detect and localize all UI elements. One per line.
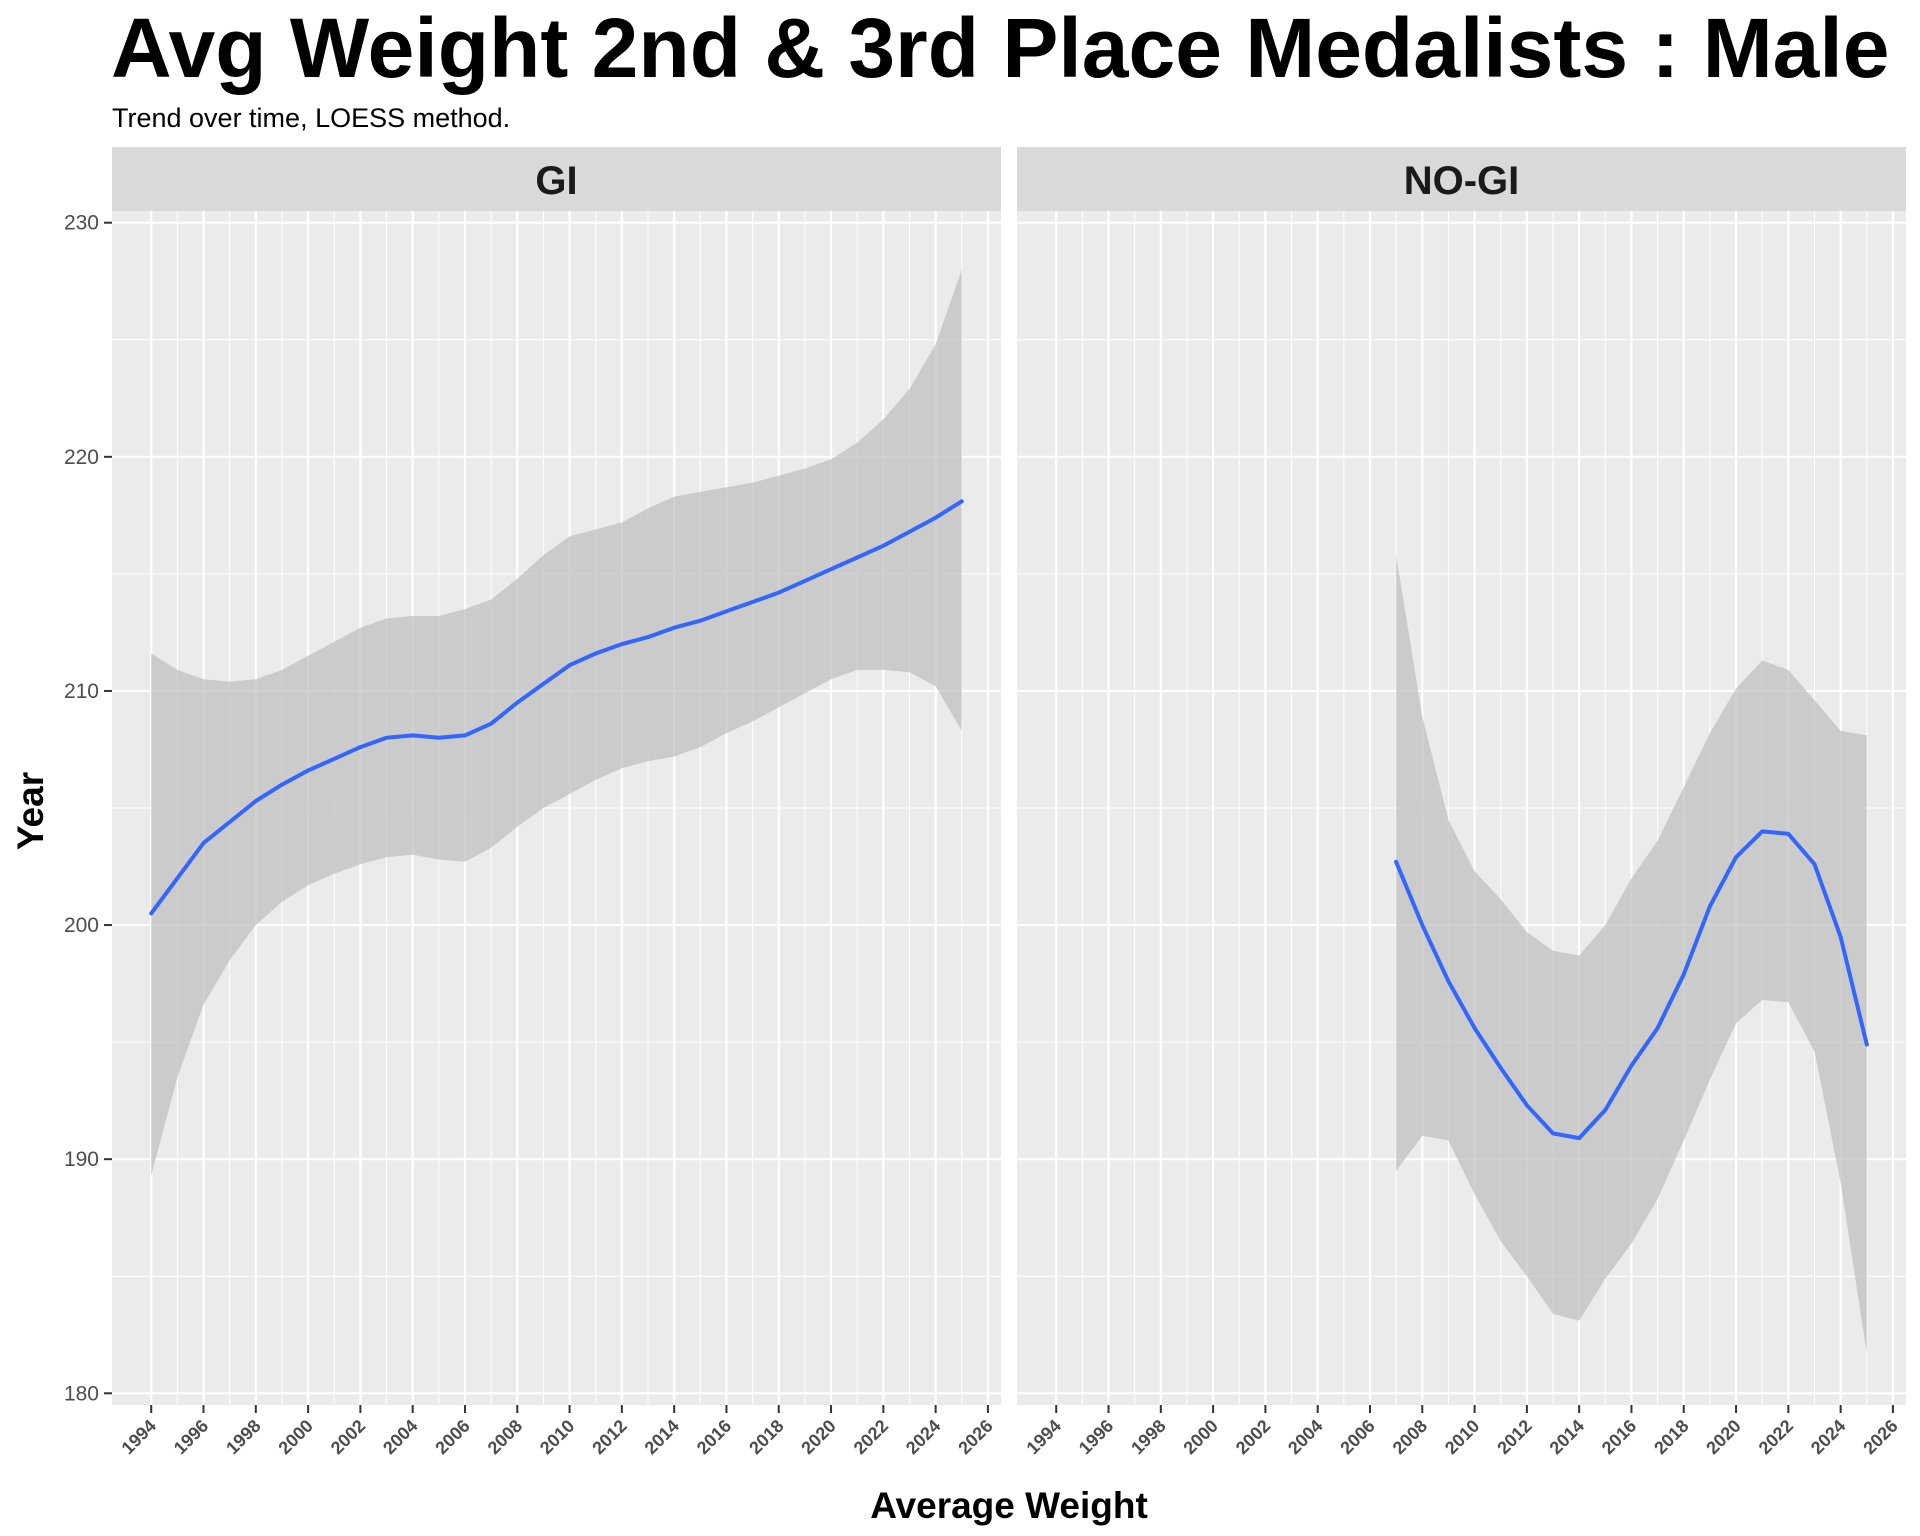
panel-gi-line-group [149, 499, 964, 916]
x-tick-label: 2002 [1232, 1416, 1274, 1458]
x-tick-label: 2022 [850, 1416, 892, 1458]
y-tick-label: 200 [64, 914, 99, 937]
chart-title: Avg Weight 2nd & 3rd Place Medalists : M… [111, 1, 1890, 95]
confidence-ribbon [1396, 555, 1867, 1354]
panel-gi: GI [112, 147, 1001, 1405]
loess-fit-line [1394, 829, 1869, 1141]
x-axis-title: Average Weight [870, 1485, 1148, 1526]
x-tick-label: 2024 [902, 1416, 944, 1458]
x-tick-label: 1998 [1127, 1416, 1169, 1458]
x-tick-label: 1996 [1075, 1416, 1117, 1458]
x-tick-label: 2008 [484, 1416, 526, 1458]
x-tick-label: 2002 [327, 1416, 369, 1458]
x-tick-label: 2008 [1389, 1416, 1431, 1458]
y-axis: 180 190 200 210 220 230 [64, 212, 112, 1405]
y-axis-title: Year [10, 772, 51, 850]
x-tick-label: 2012 [588, 1416, 630, 1458]
confidence-ribbon [151, 269, 962, 1176]
x-tick-label: 2006 [431, 1416, 473, 1458]
x-tick-label: 2022 [1755, 1416, 1797, 1458]
x-tick-label: 2006 [1336, 1416, 1378, 1458]
x-tick-label: 1998 [222, 1416, 264, 1458]
x-tick-label: 2026 [954, 1416, 996, 1458]
loess-fit-line [149, 499, 964, 916]
x-tick-label: 2020 [1702, 1416, 1744, 1458]
y-tick-label: 230 [64, 212, 99, 235]
y-tick-label: 180 [64, 1382, 99, 1405]
x-tick-label: 2004 [1284, 1416, 1326, 1458]
x-tick-label: 2016 [1598, 1416, 1640, 1458]
strip-gi-label: GI [535, 159, 577, 203]
y-tick-label: 220 [64, 446, 99, 469]
x-tick-label: 2004 [379, 1416, 421, 1458]
x-tick-label: 1994 [118, 1416, 160, 1458]
x-tick-label: 2018 [745, 1416, 787, 1458]
x-axis-gi: 1994 1996 1998 2000 2002 2004 2006 2008 2010 2012… [118, 1405, 997, 1458]
panel-gi-ribbon-group [151, 269, 962, 1176]
x-tick-label: 2018 [1650, 1416, 1692, 1458]
x-tick-label: 2000 [1179, 1416, 1221, 1458]
x-tick-label: 2012 [1493, 1416, 1535, 1458]
panel-nogi-line-group [1394, 829, 1869, 1141]
x-tick-label: 2026 [1859, 1416, 1901, 1458]
y-tick-label: 190 [64, 1148, 99, 1171]
x-tick-label: 1996 [170, 1416, 212, 1458]
x-tick-label: 2016 [693, 1416, 735, 1458]
panel-nogi: NO-GI [1017, 147, 1906, 1405]
x-tick-label: 2010 [1441, 1416, 1483, 1458]
x-tick-label: 2010 [536, 1416, 578, 1458]
chart-subtitle: Trend over time, LOESS method. [112, 103, 511, 133]
x-tick-label: 1994 [1023, 1416, 1065, 1458]
x-tick-label: 2024 [1807, 1416, 1849, 1458]
y-tick-label: 210 [64, 680, 99, 703]
strip-nogi-background [1017, 147, 1906, 211]
x-axis-nogi: 1994 1996 1998 2000 2002 2004 2006 2008 2010 2012… [1023, 1405, 1902, 1458]
strip-nogi-label: NO-GI [1404, 159, 1520, 203]
x-tick-label: 2014 [641, 1416, 683, 1458]
panel-nogi-ribbon-group [1396, 555, 1867, 1354]
x-tick-label: 2020 [797, 1416, 839, 1458]
strip-gi-background [112, 147, 1001, 211]
x-tick-label: 2014 [1546, 1416, 1588, 1458]
x-tick-label: 2000 [274, 1416, 316, 1458]
